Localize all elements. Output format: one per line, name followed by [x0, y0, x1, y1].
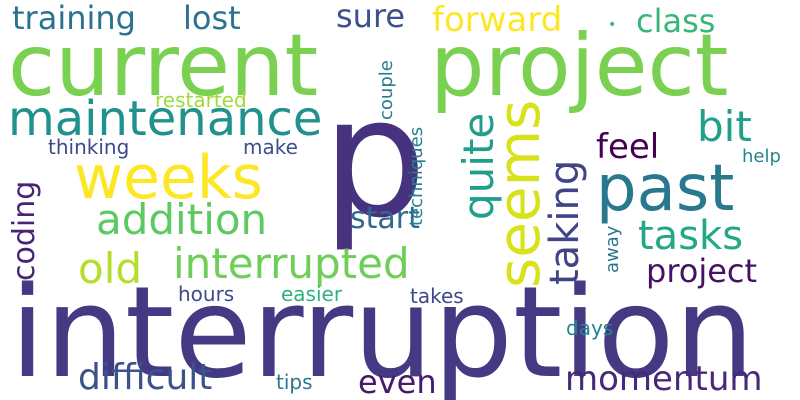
word-training: training [12, 0, 136, 37]
word-lost: lost [183, 0, 241, 37]
word-couple: couple [376, 60, 397, 120]
word-project-small: project [646, 252, 758, 290]
word-start: start [350, 201, 420, 236]
word-takes: takes [410, 284, 464, 308]
word-sure: sure [336, 0, 406, 35]
word-momentum: momentum [565, 359, 763, 399]
dot-mark: • [608, 17, 617, 33]
word-hours: hours [178, 282, 235, 306]
word-project-large: project [430, 16, 729, 116]
word-difficult: difficult [78, 357, 213, 398]
word-taking: taking [542, 159, 588, 285]
word-past: past [596, 152, 735, 226]
word-days: days [566, 316, 614, 340]
word-forward: forward [432, 0, 563, 40]
word-away: away [602, 225, 623, 273]
word-tips: tips [276, 370, 313, 394]
word-weeks: weeks [74, 143, 263, 213]
word-easier: easier [281, 282, 343, 306]
word-addition: addition [96, 195, 268, 244]
word-interrupted: interrupted [173, 239, 410, 288]
word-tasks: tasks [638, 213, 744, 259]
word-old: old [78, 244, 143, 293]
word-thinking: thinking [48, 135, 130, 159]
word-even: even [358, 363, 437, 400]
word-current: current [8, 16, 319, 116]
word-class: class [636, 2, 716, 40]
word-restarted: restarted [155, 88, 247, 112]
word-make: make [243, 135, 298, 159]
word-p: p [322, 62, 427, 254]
word-techniques: techniques [406, 126, 427, 226]
word-coding: coding [7, 180, 42, 281]
word-feel: feel [596, 127, 660, 167]
word-bit: bit [697, 102, 752, 151]
word-maintenance: maintenance [8, 91, 323, 147]
word-help: help [742, 146, 781, 167]
word-interruption: interruption [10, 259, 755, 400]
word-quite: quite [454, 112, 503, 220]
